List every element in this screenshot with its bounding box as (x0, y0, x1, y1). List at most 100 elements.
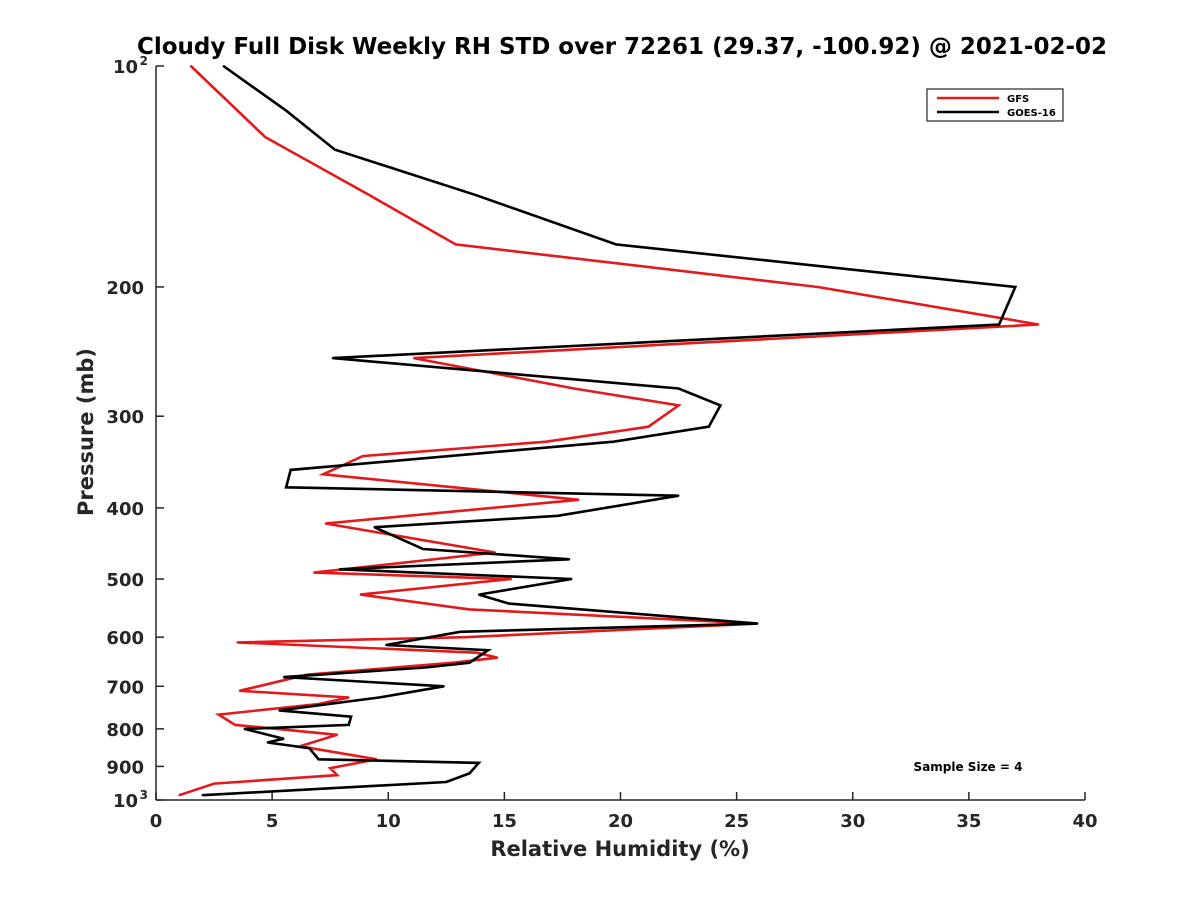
legend-entry: GOES-16 (1007, 108, 1056, 119)
y-tick-label: 700 (106, 677, 144, 698)
series-point (468, 661, 471, 664)
series-goes-16 (201, 64, 1018, 797)
x-tick-label: 5 (266, 811, 279, 832)
series-point (336, 774, 339, 776)
series-point (568, 558, 571, 561)
series-point (278, 709, 280, 712)
series-point (459, 630, 462, 633)
x-tick-label: 35 (956, 811, 981, 832)
y-tick-label: 600 (106, 628, 144, 649)
series-point (464, 636, 466, 639)
y-tick-base: 10 (113, 791, 138, 812)
series-point (677, 387, 680, 390)
series-point (468, 608, 471, 611)
series-point (368, 194, 371, 197)
series-point (468, 772, 471, 775)
y-tick-exponent: 2 (140, 54, 148, 68)
series-point (475, 194, 478, 197)
y-tick-base: 600 (106, 628, 144, 649)
x-tick-label: 10 (376, 811, 401, 832)
series-point (331, 357, 334, 359)
series-point (707, 425, 710, 428)
series-point (285, 486, 287, 489)
series-point (424, 666, 427, 669)
series-point (359, 593, 362, 596)
y-tick-label: 400 (106, 499, 144, 520)
series-point (647, 425, 650, 428)
series-point (373, 526, 376, 529)
x-axis-label: Relative Humidity (%) (490, 837, 749, 861)
series-point (201, 794, 204, 797)
series-point (324, 522, 327, 525)
chart-title: Cloudy Full Disk Weekly RH STD over 7226… (137, 34, 1107, 60)
series-point (475, 651, 478, 654)
series-point (236, 641, 239, 644)
series-point (213, 782, 216, 785)
series-point (615, 243, 617, 246)
series-point (317, 758, 320, 761)
series-point (178, 794, 181, 797)
y-tick-label: 500 (106, 570, 144, 591)
series-point (347, 696, 350, 699)
series-point (545, 440, 548, 443)
x-tick-label: 30 (840, 811, 865, 832)
series-point (347, 724, 350, 726)
legend-box (926, 88, 1064, 122)
x-tick-label: 25 (724, 811, 749, 832)
series-point (1037, 323, 1040, 326)
series-point (570, 578, 573, 580)
series-point (238, 689, 241, 692)
y-tick-base: 500 (106, 570, 144, 591)
y-tick-exponent: 3 (140, 788, 148, 802)
series-point (719, 404, 722, 407)
series-point (243, 728, 246, 730)
series-point (289, 469, 292, 471)
series-point (385, 644, 387, 646)
series-point (333, 148, 336, 151)
series-point (487, 649, 489, 652)
series-point (612, 440, 615, 443)
y-tick-base: 400 (106, 499, 144, 520)
series-point (756, 622, 759, 625)
x-tick-label: 15 (492, 811, 517, 832)
y-axis-label: Pressure (mb) (74, 348, 98, 516)
x-tick-label: 0 (150, 811, 163, 832)
series-point (677, 494, 680, 497)
series-point (189, 65, 192, 67)
series-point (222, 65, 225, 67)
y-tick-label: 300 (106, 407, 144, 428)
y-tick-base: 300 (106, 407, 144, 428)
series-point (508, 602, 510, 605)
series-point (556, 514, 559, 517)
series-point (577, 498, 580, 501)
series-point (282, 737, 285, 740)
y-tick-label: 10 (113, 791, 138, 812)
series-line (202, 64, 1018, 797)
series-point (285, 109, 287, 112)
x-tick-label: 40 (1072, 811, 1097, 832)
series-point (573, 387, 575, 390)
series-point (264, 136, 267, 139)
y-tick-label: 800 (106, 720, 144, 741)
series-point (445, 781, 448, 783)
y-tick-base: 10 (113, 57, 138, 78)
y-tick-base: 900 (106, 757, 144, 778)
series-point (454, 243, 457, 246)
y-tick-base: 700 (106, 677, 144, 698)
series-point (477, 762, 480, 764)
y-tick-base: 200 (106, 278, 144, 299)
series-point (308, 747, 311, 750)
series-point (496, 656, 499, 659)
series-point (998, 323, 1000, 326)
series-point (282, 676, 285, 678)
series-point (422, 548, 424, 550)
series-point (329, 767, 332, 770)
y-tick-label: 10 (113, 57, 138, 78)
series-point (378, 696, 380, 699)
series-point (350, 715, 352, 718)
series-point (510, 578, 513, 580)
series-point (266, 741, 269, 744)
